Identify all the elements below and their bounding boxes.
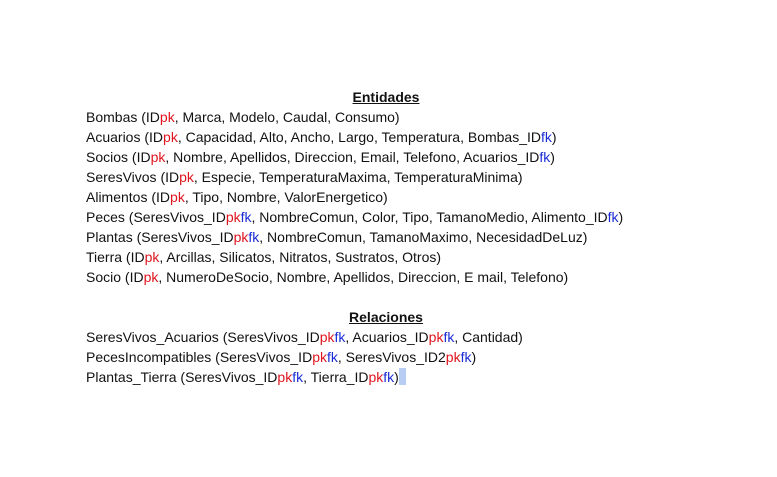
fk-marker: fk [383,369,395,385]
line-text: , Acuarios_ID [345,329,429,345]
entidad-line: SeresVivos (IDpk, Especie, TemperaturaMa… [86,167,686,187]
line-text: Alimentos (ID [86,189,171,205]
entidad-line: Bombas (IDpk, Marca, Modelo, Caudal, Con… [86,107,686,127]
entidad-line: Plantas (SeresVivos_IDpkfk, NombreComun,… [86,227,686,247]
line-text: SeresVivos (ID [86,169,180,185]
pk-marker: pk [150,149,166,165]
line-text: ) [618,209,624,225]
fk-marker: fk [460,349,472,365]
line-text: , NombreComun, TamanoMaximo, NecesidadDe… [259,229,588,245]
entidad-line: Socio (IDpk, NumeroDeSocio, Nombre, Apel… [86,267,686,287]
line-text: , NombreComun, Color, Tipo, TamanoMedio,… [251,209,608,225]
entidad-line: Acuarios (IDpk, Capacidad, Alto, Ancho, … [86,127,686,147]
fk-marker: fk [326,349,338,365]
fk-marker: fk [292,369,304,385]
relaciones-list: SeresVivos_Acuarios (SeresVivos_IDpkfk, … [86,327,686,387]
text-cursor-selection[interactable] [398,368,406,385]
fk-marker: fk [443,329,455,345]
line-text: ) [394,369,399,385]
section-gap [86,287,686,307]
pk-marker: pk [225,209,241,225]
line-text: ) [551,129,557,145]
line-text: Plantas (SeresVivos_ID [86,229,234,245]
line-text: Acuarios (ID [86,129,164,145]
line-text: , Especie, TemperaturaMaxima, Temperatur… [193,169,523,185]
fk-marker: fk [541,129,552,145]
pk-marker: pk [179,169,194,185]
line-text: , Cantidad) [454,329,523,345]
pk-marker: pk [319,329,335,345]
relacion-line: PecesIncompatibles (SeresVivos_IDpkfk, S… [86,347,686,367]
relaciones-heading: Relaciones [349,309,423,325]
line-text: , Arcillas, Silicatos, Nitratos, Sustrat… [159,249,442,265]
pk-marker: pk [143,269,159,285]
relacion-line: SeresVivos_Acuarios (SeresVivos_IDpkfk, … [86,327,686,347]
line-text: , Tipo, Nombre, ValorEnergetico) [184,189,388,205]
line-text: Socio (ID [86,269,144,285]
entidad-line: Peces (SeresVivos_IDpkfk, NombreComun, C… [86,207,686,227]
relacion-line: Plantas_Tierra (SeresVivos_IDpkfk, Tierr… [86,367,686,387]
pk-marker: pk [233,229,249,245]
line-text: Tierra (ID [86,249,145,265]
pk-marker: pk [163,129,178,145]
fk-marker: fk [334,329,346,345]
entidad-line: Socios (IDpk, Nombre, Apellidos, Direcci… [86,147,686,167]
pk-marker: pk [428,329,444,345]
fk-marker: fk [607,209,619,225]
line-text: Peces (SeresVivos_ID [86,209,226,225]
line-text: , Nombre, Apellidos, Direccion, Email, T… [165,149,540,165]
line-text: SeresVivos_Acuarios (SeresVivos_ID [86,329,320,345]
pk-marker: pk [368,369,384,385]
line-text: ) [550,149,555,165]
entidades-list: Bombas (IDpk, Marca, Modelo, Caudal, Con… [86,107,686,287]
entidad-line: Tierra (IDpk, Arcillas, Silicatos, Nitra… [86,247,686,267]
entidades-heading: Entidades [352,89,420,105]
line-text: Plantas_Tierra (SeresVivos_ID [86,369,278,385]
line-text: , Marca, Modelo, Caudal, Consumo) [174,109,400,125]
pk-marker: pk [445,349,461,365]
document-body: Entidades Bombas (IDpk, Marca, Modelo, C… [86,87,686,387]
line-text: , NumeroDeSocio, Nombre, Apellidos, Dire… [158,269,569,285]
line-text: ) [471,349,477,365]
line-text: , Tierra_ID [303,369,369,385]
pk-marker: pk [159,109,175,125]
line-text: Socios (ID [86,149,151,165]
pk-marker: pk [170,189,185,205]
line-text: , Capacidad, Alto, Ancho, Largo, Tempera… [177,129,542,145]
entidad-line: Alimentos (IDpk, Tipo, Nombre, ValorEner… [86,187,686,207]
pk-marker: pk [144,249,160,265]
line-text: , SeresVivos_ID2 [337,349,446,365]
fk-marker: fk [248,229,260,245]
fk-marker: fk [539,149,551,165]
line-text: Bombas (ID [86,109,160,125]
fk-marker: fk [240,209,252,225]
pk-marker: pk [312,349,327,365]
line-text: PecesIncompatibles (SeresVivos_ID [86,349,313,365]
pk-marker: pk [277,369,293,385]
